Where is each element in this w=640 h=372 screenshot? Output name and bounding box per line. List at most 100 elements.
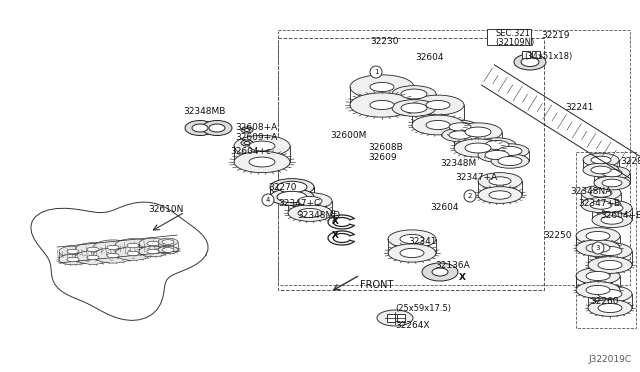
Ellipse shape [601, 204, 623, 212]
Text: X: X [458, 273, 465, 282]
Text: 32347+A: 32347+A [455, 173, 497, 182]
Circle shape [370, 66, 382, 78]
Ellipse shape [586, 272, 610, 280]
Circle shape [464, 190, 476, 202]
Ellipse shape [485, 141, 509, 150]
Ellipse shape [498, 157, 522, 166]
Text: X: X [332, 218, 339, 227]
Text: 1: 1 [374, 69, 378, 75]
Ellipse shape [478, 173, 522, 189]
Ellipse shape [234, 151, 290, 173]
Ellipse shape [298, 208, 322, 218]
Text: 32610N: 32610N [148, 205, 184, 215]
Ellipse shape [377, 310, 413, 326]
Ellipse shape [498, 147, 522, 155]
Ellipse shape [454, 139, 502, 157]
Ellipse shape [127, 243, 139, 248]
Ellipse shape [93, 248, 133, 263]
Text: 32264X: 32264X [395, 321, 429, 330]
Text: 32348MB: 32348MB [183, 108, 225, 116]
Ellipse shape [350, 75, 414, 99]
Ellipse shape [412, 115, 464, 135]
Ellipse shape [591, 166, 611, 174]
Ellipse shape [192, 124, 208, 132]
Text: 32230: 32230 [370, 38, 399, 46]
Ellipse shape [602, 169, 622, 177]
Ellipse shape [107, 245, 119, 250]
Ellipse shape [588, 257, 632, 273]
Ellipse shape [591, 156, 611, 164]
Ellipse shape [234, 135, 290, 157]
Text: 32219: 32219 [541, 31, 570, 39]
Ellipse shape [67, 257, 79, 262]
Ellipse shape [270, 179, 314, 195]
Text: 32348M: 32348M [440, 158, 476, 167]
Ellipse shape [598, 289, 622, 299]
Ellipse shape [491, 154, 529, 168]
Ellipse shape [426, 100, 450, 110]
Ellipse shape [581, 198, 621, 213]
Ellipse shape [370, 100, 394, 110]
Text: 32604: 32604 [430, 203, 458, 212]
Ellipse shape [59, 254, 87, 265]
Ellipse shape [139, 238, 167, 249]
Ellipse shape [59, 246, 87, 257]
Ellipse shape [478, 138, 516, 152]
Bar [387, 314, 395, 322]
Ellipse shape [75, 251, 111, 264]
Ellipse shape [392, 86, 436, 102]
Text: 32260: 32260 [590, 298, 618, 307]
Text: X: X [332, 231, 339, 241]
Ellipse shape [442, 128, 478, 142]
Ellipse shape [592, 201, 632, 216]
Ellipse shape [277, 181, 307, 193]
Ellipse shape [594, 166, 630, 180]
Ellipse shape [202, 121, 232, 135]
Ellipse shape [244, 128, 250, 131]
Bar [532, 51, 540, 58]
Ellipse shape [400, 234, 424, 244]
Text: (25x59x17.5): (25x59x17.5) [395, 304, 451, 312]
Ellipse shape [75, 243, 111, 256]
Text: (34x51x18): (34x51x18) [524, 51, 572, 61]
Text: 3: 3 [596, 245, 600, 251]
Ellipse shape [598, 304, 622, 312]
Text: (32109N): (32109N) [495, 38, 534, 46]
Ellipse shape [87, 247, 99, 252]
Ellipse shape [521, 58, 539, 67]
Text: FRONT: FRONT [360, 280, 394, 290]
Text: 32604: 32604 [415, 54, 444, 62]
Ellipse shape [158, 238, 178, 246]
Circle shape [262, 194, 274, 206]
Text: J322019C: J322019C [589, 355, 632, 364]
Text: 32600M: 32600M [330, 131, 366, 140]
Ellipse shape [576, 228, 620, 244]
Ellipse shape [576, 240, 620, 256]
Ellipse shape [277, 191, 307, 203]
Ellipse shape [588, 299, 632, 316]
Ellipse shape [598, 246, 622, 256]
Ellipse shape [465, 127, 491, 137]
Ellipse shape [370, 83, 394, 92]
Ellipse shape [115, 247, 151, 260]
Ellipse shape [442, 120, 478, 134]
Ellipse shape [422, 263, 458, 281]
Text: 32608B: 32608B [368, 144, 403, 153]
Ellipse shape [449, 123, 471, 131]
Text: 32250: 32250 [543, 231, 572, 241]
Ellipse shape [162, 248, 174, 252]
Text: 32609: 32609 [368, 154, 397, 163]
Ellipse shape [244, 141, 250, 144]
Ellipse shape [489, 177, 511, 185]
Text: 32608+A: 32608+A [235, 122, 277, 131]
Bar [397, 314, 405, 322]
Ellipse shape [288, 193, 332, 209]
Ellipse shape [586, 231, 610, 241]
Text: 4: 4 [266, 197, 270, 203]
Ellipse shape [449, 131, 471, 139]
Ellipse shape [107, 253, 119, 258]
Text: 32347+B: 32347+B [578, 199, 620, 208]
Ellipse shape [426, 121, 450, 129]
Ellipse shape [388, 244, 436, 262]
Ellipse shape [478, 187, 522, 203]
